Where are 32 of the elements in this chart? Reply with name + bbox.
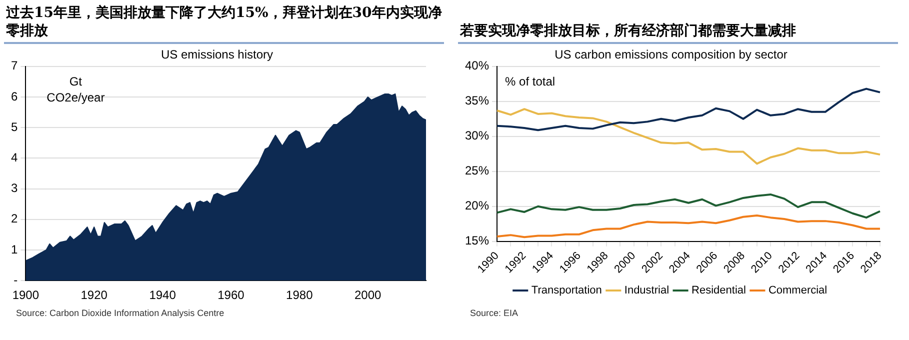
chart-subtitle: US emissions history	[160, 48, 274, 62]
y-tick-label: 35%	[464, 94, 490, 108]
source-note: Source: Carbon Dioxide Information Analysis Centre	[15, 308, 226, 318]
y-tick-label: 4	[10, 150, 18, 165]
chart-title: 过去15年里，美国排放量下降了大约15%，拜登计划在30年内实现净零排放	[5, 4, 443, 41]
chart-subtitle: US carbon emissions composition by sector	[554, 48, 788, 62]
y-tick-label: 25%	[464, 164, 490, 178]
chart-title: 若要实现净零排放目标，所有经济部门都需要大量减排	[459, 22, 797, 41]
x-tick-label: 1980	[286, 288, 314, 302]
source-note: Source: EIA	[469, 308, 520, 318]
y-axis-title: Gt CO2e/year	[46, 74, 105, 105]
y-tick-label: 20%	[464, 198, 490, 213]
legend-label: Transportation	[531, 284, 602, 297]
y-tick-label: 30%	[464, 128, 490, 143]
legend-label: Industrial	[624, 284, 670, 297]
y-axis-title: % of total	[505, 74, 556, 89]
y-tick-label: 2	[10, 212, 18, 226]
x-tick-label: 1940	[149, 288, 176, 302]
y-tick-label: 7	[10, 58, 18, 73]
y-tick-label: 6	[10, 89, 18, 104]
y-tick-label: 40%	[464, 58, 490, 73]
x-tick-label: 1920	[80, 288, 108, 302]
y-tick-label: 1	[10, 242, 18, 256]
legend-label: Commercial	[768, 284, 828, 297]
x-tick-label: 1900	[12, 288, 40, 302]
y-tick-label: 3	[10, 181, 18, 196]
y-tick-label: 15%	[464, 234, 490, 248]
x-tick-label: 1960	[218, 288, 245, 302]
x-tick-label: 2000	[354, 288, 382, 302]
y-tick-label: -	[14, 272, 18, 287]
legend-label: Residential	[692, 284, 746, 297]
y-tick-label: 5	[10, 120, 18, 134]
